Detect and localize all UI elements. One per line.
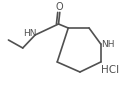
Text: O: O: [56, 2, 64, 12]
Text: HCl: HCl: [101, 65, 119, 75]
Text: NH: NH: [101, 39, 115, 49]
Text: HN: HN: [23, 29, 37, 38]
